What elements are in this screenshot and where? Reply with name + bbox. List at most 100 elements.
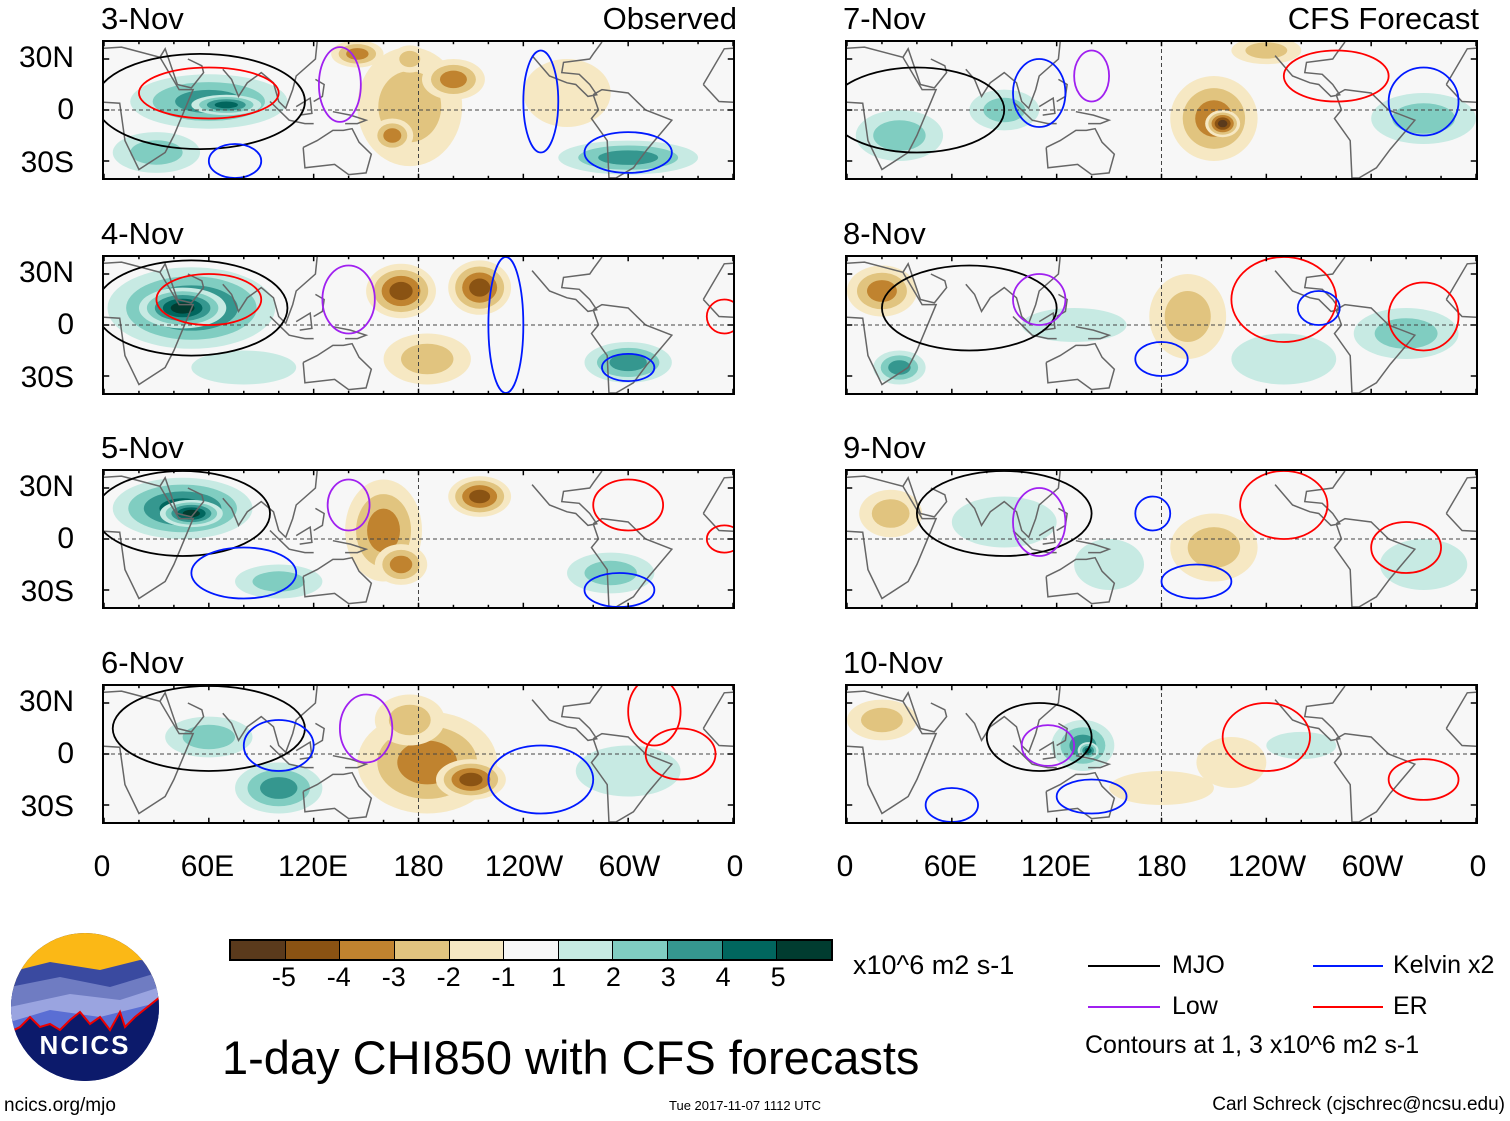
anomaly-contour-fill [182,724,236,750]
anomaly-contour-fill [383,128,402,143]
legend-line-mjo [1088,965,1160,967]
coastline [104,691,193,813]
low-contour [1013,274,1065,325]
er-contour [1223,703,1310,771]
coastline [333,327,366,339]
map-panel-4nov [102,255,735,395]
coastline [314,508,324,530]
coastline [160,264,204,303]
coastline [303,558,371,604]
colorbar-label: -3 [381,962,406,992]
lat-label: 0 [57,737,74,770]
coastline [966,686,1060,752]
coastlines [847,471,1476,607]
colorbar-label: -2 [436,962,461,992]
footer-timestamp: Tue 2017-11-07 1112 UTC [669,1098,821,1113]
anomaly-contour-fill [1074,539,1145,590]
map-panel-10nov [845,684,1478,824]
coastline [1076,112,1109,124]
low-contour [319,47,361,122]
low-contour [322,266,374,334]
map-plot [104,471,733,607]
coastlines [104,257,733,393]
contours-note: Contours at 1, 3 x10^6 m2 s-1 [1085,1031,1420,1059]
coastline [296,98,312,115]
lon-label: 0 [93,850,111,883]
footer-url[interactable]: ncics.org/mjo [4,1095,116,1116]
coastline [1046,558,1114,604]
map-plot [847,471,1476,607]
coastline [1046,773,1114,819]
coastline [1057,508,1067,530]
kelvin-contour [584,132,671,173]
map-plot [847,257,1476,393]
colorbar-swatch [612,941,668,959]
er-contour [707,525,733,552]
coastline [591,734,671,822]
coastline [847,476,936,598]
coastline [1057,723,1067,745]
coastline [591,305,671,393]
kelvin-contour [1298,291,1340,325]
lon-label: 120E [1020,850,1092,883]
anomaly-contour-fill [866,280,897,302]
panel-date-6nov: 6-Nov [101,645,184,680]
coastline [1046,129,1114,175]
mjo-contour [987,703,1092,771]
lon-label: 60W [1341,850,1404,883]
colorbar-label: 4 [715,962,731,992]
coastline [591,519,671,607]
colorbar-label: -4 [326,962,351,992]
low-contour [328,480,370,531]
coastline [847,262,936,384]
kelvin-contour [926,788,978,822]
coastline [1275,42,1345,96]
lat-label: 0 [57,93,74,126]
coastline [270,531,314,553]
coastline [903,478,947,517]
colorbar-label: 5 [770,962,786,992]
lon-label: 0 [726,850,744,883]
logo-text: NCICS [40,1030,131,1060]
colorbar-label: 2 [605,962,621,992]
coastline [223,42,317,108]
coastline [1334,305,1414,393]
colorbar-swatch [393,941,449,959]
map-plot [104,257,733,393]
coastline [1275,471,1345,525]
colorbar-label: -1 [491,962,516,992]
er-contour [593,480,663,531]
anomaly-contour-fill [1245,42,1288,59]
coastlines [847,686,1476,822]
kelvin-contour [1135,497,1170,531]
coastline [1039,742,1055,759]
coastline [104,476,193,598]
legend-label-kelvin: Kelvin x2 [1393,951,1495,979]
kelvin-contour [244,720,314,771]
coastline [160,693,204,732]
coastline [847,691,936,813]
coastline [303,773,371,819]
kelvin-contour [1013,59,1065,127]
anomaly-contour-fill [401,343,454,375]
coastline [1039,98,1055,115]
coastline [1275,686,1345,740]
footer-author: Carl Schreck (cjschrec@ncsu.edu) [1212,1094,1505,1115]
map-plot [847,42,1476,178]
coastline [1039,527,1055,544]
anomaly-contour-fill [346,48,369,60]
coastlines [104,686,733,822]
map-panel-7nov [845,40,1478,180]
low-contour [1074,51,1109,102]
mjo-contour [917,471,1092,556]
panel-date-3nov: 3-Nov [101,1,184,36]
lon-label: 60W [598,850,661,883]
coastline [270,102,314,124]
anomaly-contour-fill [399,50,421,68]
coastline [270,746,314,768]
colorbar-swatch [503,941,558,959]
chi850-anomaly-fill [855,42,1476,161]
lat-label: 30N [18,256,74,289]
lat-label: 30N [18,685,74,718]
panel-date-5nov: 5-Nov [101,430,184,465]
